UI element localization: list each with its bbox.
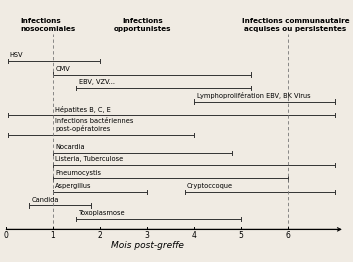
Text: 6: 6 [286, 231, 291, 240]
Text: Infections
nosocomiales: Infections nosocomiales [20, 18, 75, 32]
Text: 1: 1 [50, 231, 55, 240]
Text: CMV: CMV [55, 66, 70, 72]
Text: Toxoplasmose: Toxoplasmose [79, 210, 125, 216]
Text: 4: 4 [192, 231, 197, 240]
Text: Aspergillus: Aspergillus [55, 183, 92, 189]
Text: Infections
opportunistes: Infections opportunistes [114, 18, 171, 32]
Text: 5: 5 [239, 231, 244, 240]
Text: EBV, VZV...: EBV, VZV... [79, 79, 115, 85]
Text: Candida: Candida [32, 197, 59, 203]
Text: Hépatites B, C, E: Hépatites B, C, E [55, 106, 111, 112]
Text: Infections bactériennes
post-opératoires: Infections bactériennes post-opératoires [55, 118, 134, 132]
Text: Pneumocystis: Pneumocystis [55, 170, 101, 176]
Text: 3: 3 [145, 231, 150, 240]
Text: Infections communautaire
acquises ou persistentes: Infections communautaire acquises ou per… [241, 18, 349, 32]
Text: HSV: HSV [10, 52, 23, 58]
Text: 2: 2 [98, 231, 102, 240]
Text: 0: 0 [4, 231, 8, 240]
Text: Mois post-greffe: Mois post-greffe [110, 241, 184, 250]
Text: Listeria, Tuberculose: Listeria, Tuberculose [55, 156, 124, 162]
Text: Cryptoccoque: Cryptoccoque [187, 183, 233, 189]
Text: Lymphoprolifération EBV, BK Virus: Lymphoprolifération EBV, BK Virus [197, 92, 310, 99]
Text: Nocardia: Nocardia [55, 144, 85, 150]
